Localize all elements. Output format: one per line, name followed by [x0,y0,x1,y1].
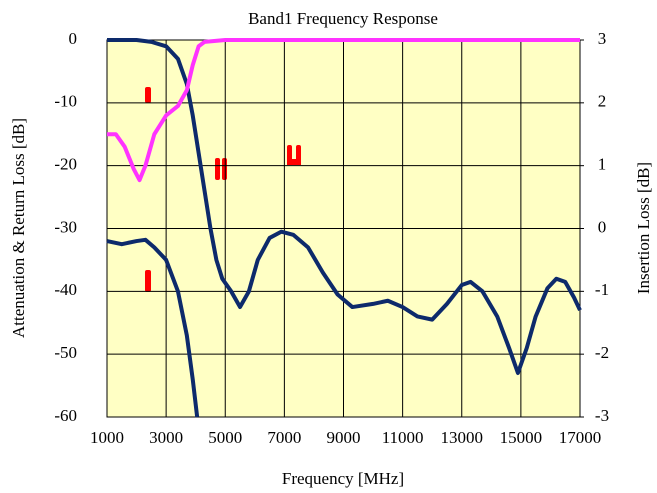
x-tick-label: 13000 [441,428,484,447]
x-tick-label: 17000 [559,428,602,447]
marker [145,87,151,103]
y-tick-label: -30 [54,217,77,236]
x-tick-label: 1000 [90,428,124,447]
y-tick-label: -40 [54,280,77,299]
x-tick-label: 15000 [500,428,543,447]
series-line [107,38,580,183]
marker [222,158,227,180]
y-axis-label: Attenuation & Return Loss [dB] [9,118,28,338]
y-tick-label: -20 [54,155,77,174]
series-line [106,237,200,418]
x-axis-label: Frequency [MHz] [282,469,404,488]
y-tick-label: 0 [69,29,78,48]
marker [215,158,220,180]
x-tick-label: 11000 [382,428,424,447]
x-tick-label: 3000 [149,428,183,447]
x-tick-label: 7000 [267,428,301,447]
y-tick-label: -50 [54,343,77,362]
y2-tick-label: -1 [595,280,609,299]
series-line [107,38,582,376]
y2-tick-label: 1 [598,155,607,174]
marker [287,159,301,165]
y-tick-label: -10 [54,92,77,111]
y2-tick-label: 0 [598,217,607,236]
y-tick-label: -60 [54,406,77,425]
x-tick-label: 5000 [208,428,242,447]
y2-tick-label: -3 [595,406,609,425]
y2-tick-label: -2 [595,343,609,362]
marker [145,270,151,292]
markers [145,87,301,292]
x-tick-label: 9000 [327,428,361,447]
y2-tick-label: 2 [598,92,607,111]
chart-title: Band1 Frequency Response [248,9,438,28]
y2-axis-label: Insertion Loss [dB] [634,162,653,294]
y2-tick-label: 3 [598,29,607,48]
